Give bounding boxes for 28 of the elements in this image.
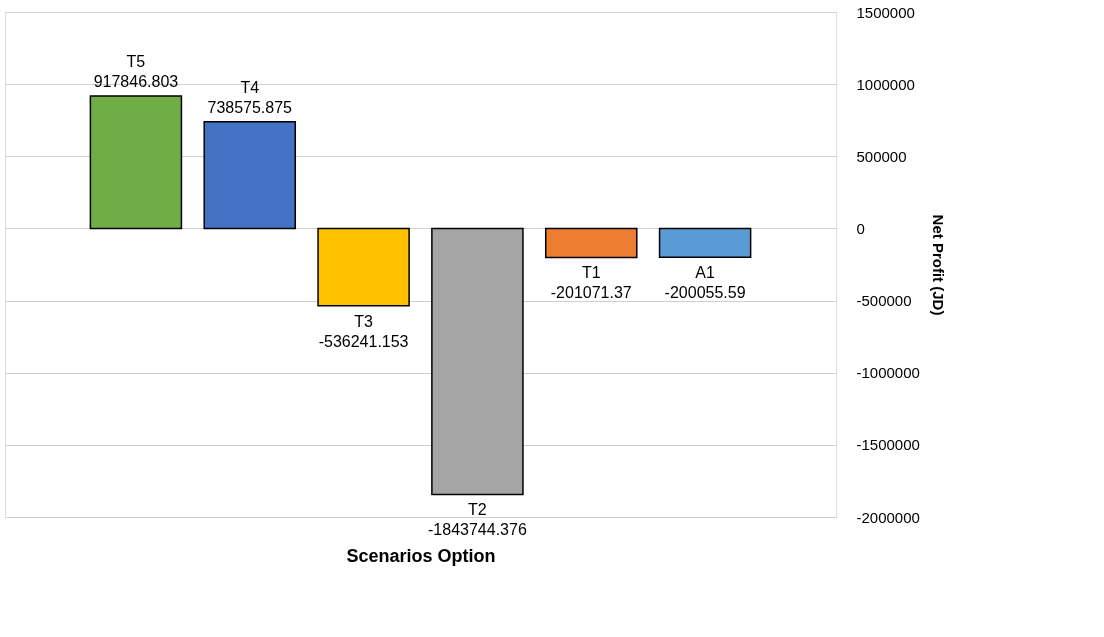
data-label: -1843744.376 xyxy=(428,521,527,539)
y-tick-label: -1000000 xyxy=(856,364,920,382)
data-label: 917846.803 xyxy=(93,73,179,90)
bar xyxy=(431,227,524,496)
bar xyxy=(89,95,183,230)
data-label: -201071.37 xyxy=(550,284,632,302)
y-tick-label: -2000000 xyxy=(856,508,920,526)
y-tick-label: 500000 xyxy=(856,147,907,165)
y-axis-title: Net Profit (JD) xyxy=(929,214,947,316)
x-tick-label: A1 xyxy=(695,264,715,282)
bar xyxy=(317,227,410,307)
data-label: 738575.875 xyxy=(207,98,293,116)
y-tick-label: -500000 xyxy=(856,292,912,310)
x-tick-label: T5 xyxy=(126,53,146,70)
y-tick-label: 0 xyxy=(856,219,865,237)
bar xyxy=(658,227,752,259)
bar xyxy=(203,121,297,230)
x-axis-title: Scenarios Option xyxy=(346,545,496,566)
x-tick-label: T1 xyxy=(581,264,601,282)
data-label: -200055.59 xyxy=(664,284,746,302)
data-label: -536241.153 xyxy=(318,332,409,350)
y-tick-label: -1500000 xyxy=(856,436,920,454)
x-tick-label: T3 xyxy=(354,312,374,330)
y-tick-label: 1000000 xyxy=(856,75,915,93)
x-tick-label: T2 xyxy=(468,501,487,519)
y-tick-label: 1500000 xyxy=(856,3,915,21)
bar xyxy=(544,227,638,259)
x-tick-label: T4 xyxy=(240,78,260,96)
